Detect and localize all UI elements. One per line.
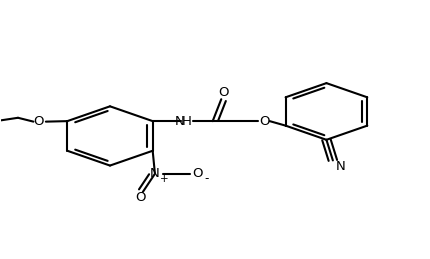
Text: N: N [150, 167, 160, 181]
Text: O: O [34, 115, 44, 128]
Text: O: O [218, 86, 229, 99]
Text: -: - [204, 172, 209, 185]
Text: H: H [182, 115, 192, 128]
Text: +: + [160, 174, 169, 184]
Text: O: O [135, 191, 146, 204]
Text: O: O [193, 167, 203, 181]
Text: O: O [259, 115, 269, 128]
Text: N: N [336, 160, 345, 173]
Text: N: N [175, 115, 184, 128]
